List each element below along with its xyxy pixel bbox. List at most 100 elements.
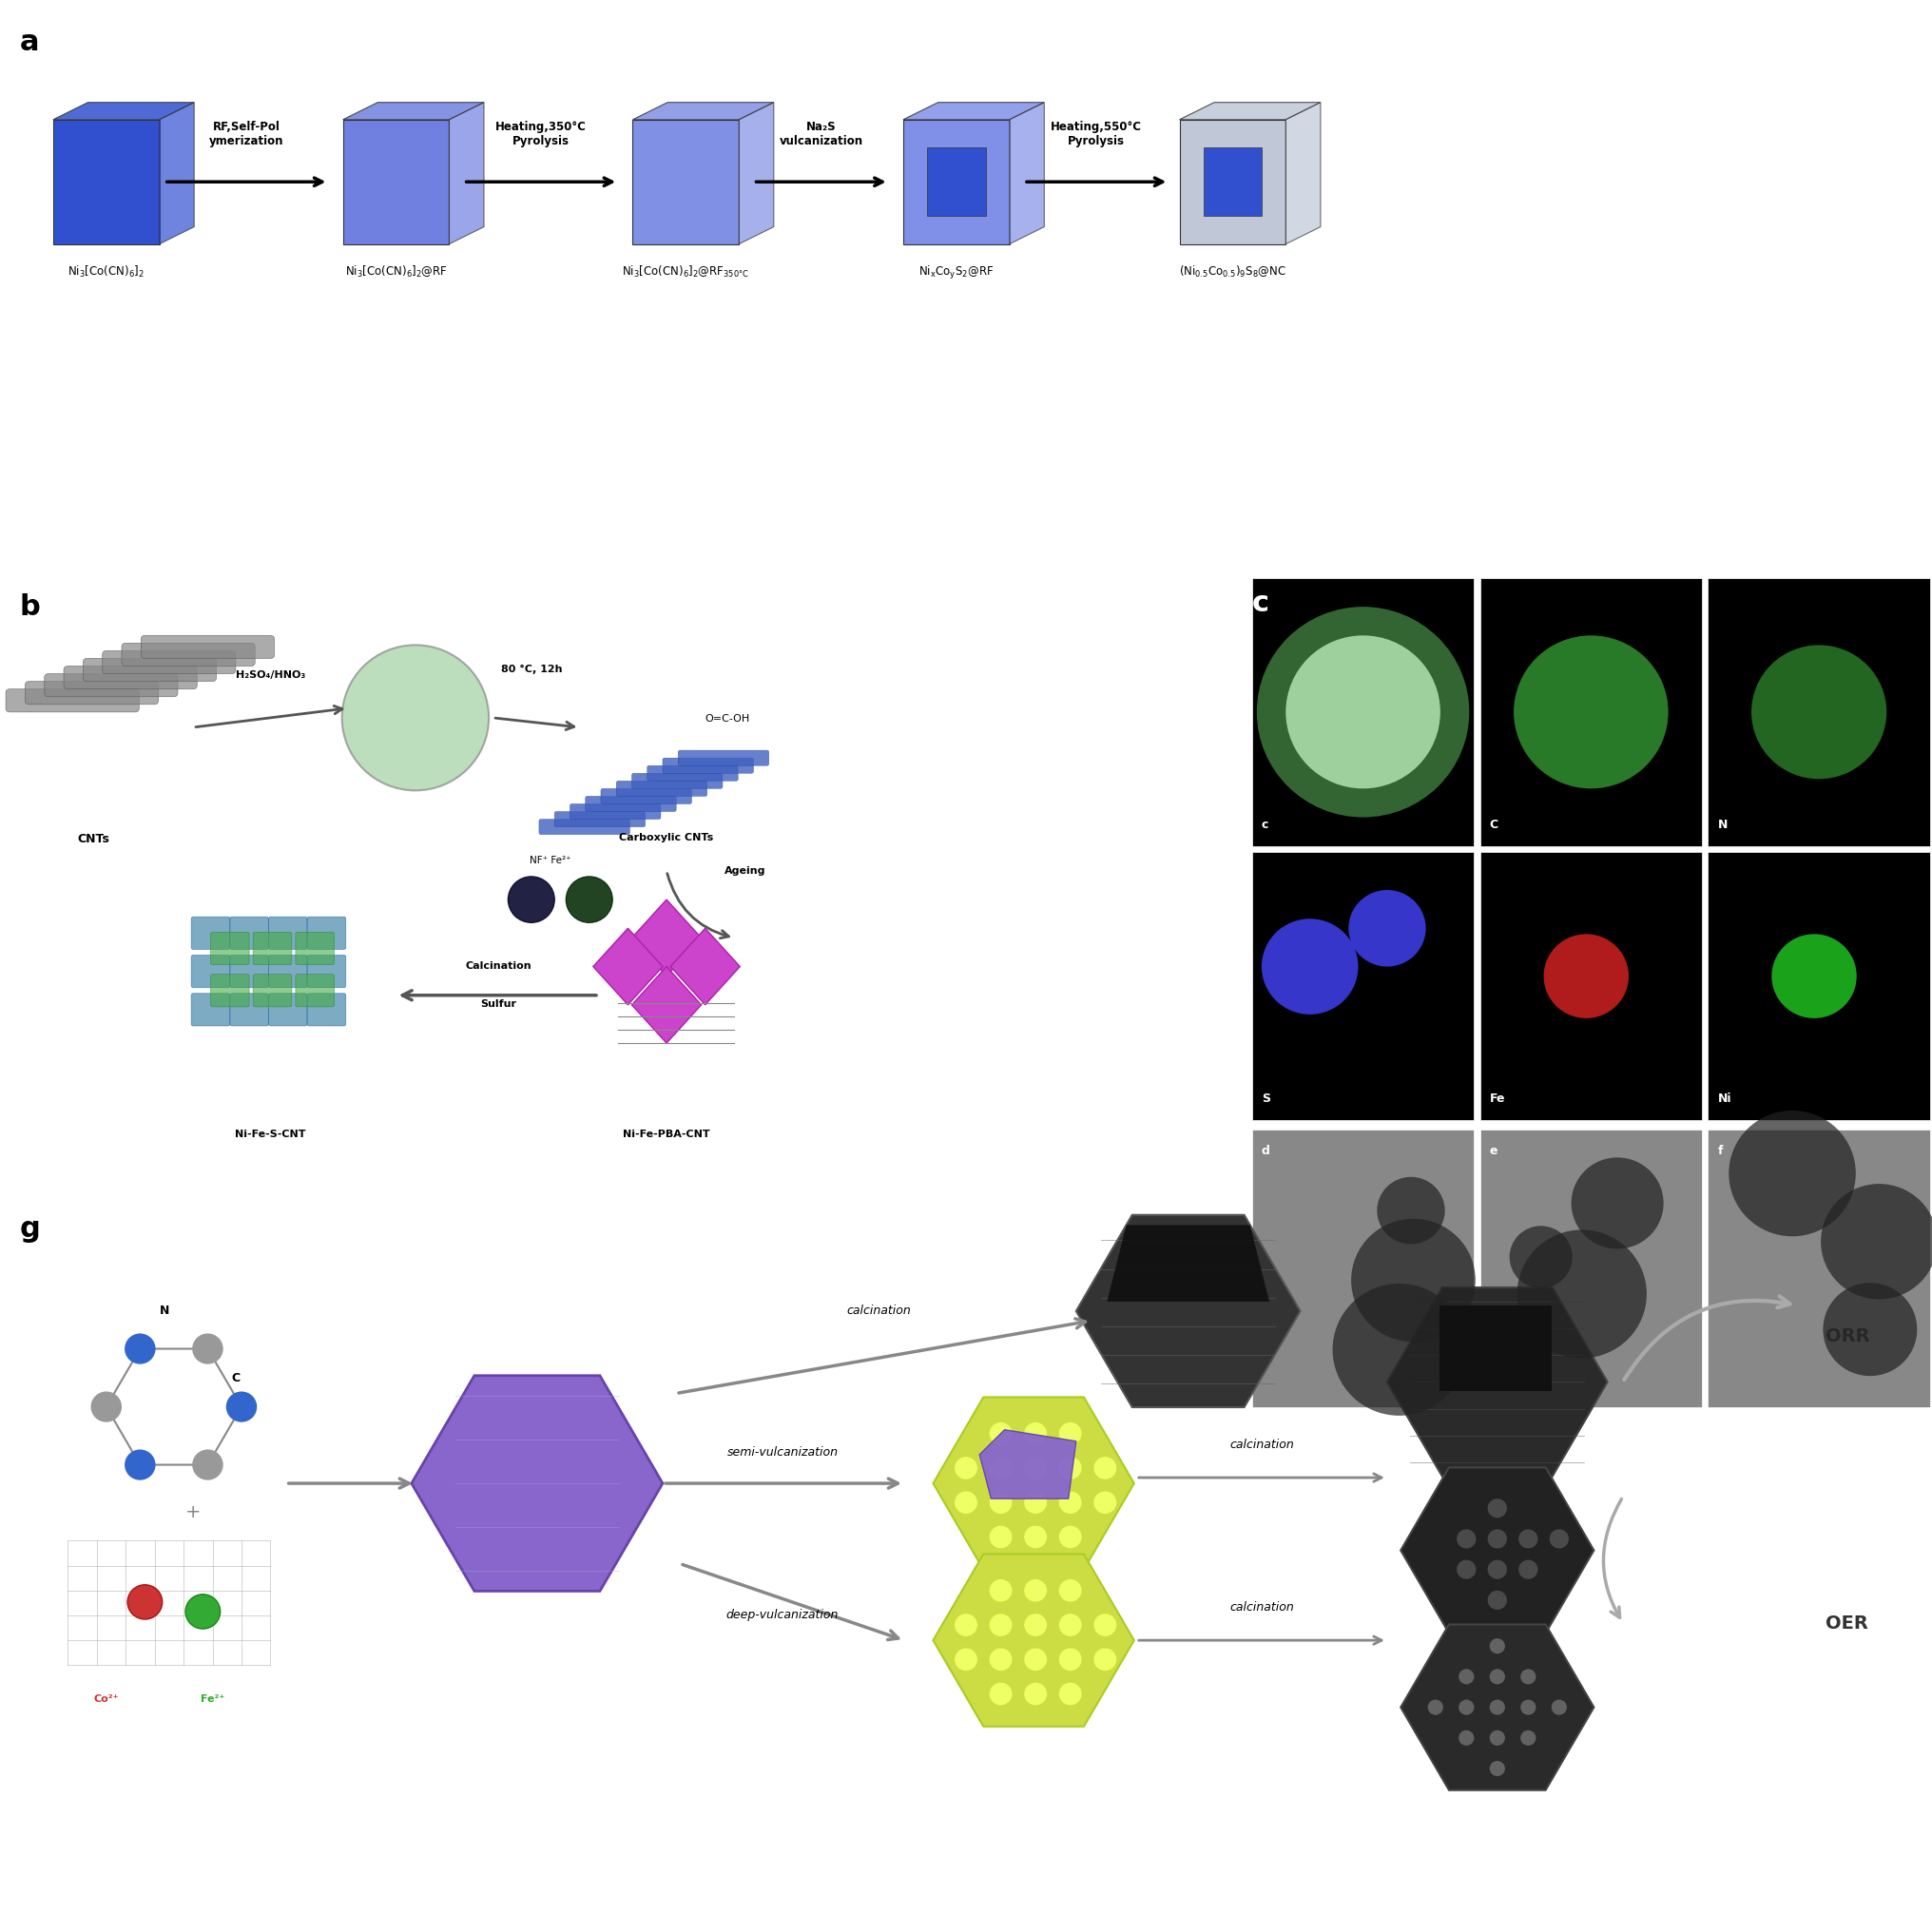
Text: a: a [19, 29, 39, 56]
Circle shape [1287, 635, 1439, 789]
FancyBboxPatch shape [64, 666, 197, 689]
FancyBboxPatch shape [253, 974, 292, 1007]
FancyBboxPatch shape [1252, 578, 1474, 846]
Text: $\mathregular{Ni_3[Co(CN)_6]_2}$: $\mathregular{Ni_3[Co(CN)_6]_2}$ [68, 264, 145, 279]
Text: f: f [1718, 1145, 1723, 1156]
FancyBboxPatch shape [211, 974, 249, 1007]
Text: Carboxylic CNTs: Carboxylic CNTs [620, 833, 713, 842]
Circle shape [1750, 645, 1886, 779]
Text: b: b [19, 593, 41, 620]
Circle shape [1488, 1499, 1507, 1518]
Circle shape [1459, 1730, 1474, 1746]
Text: Co²⁺: Co²⁺ [93, 1694, 120, 1703]
Circle shape [1059, 1614, 1082, 1636]
FancyBboxPatch shape [647, 766, 738, 781]
Circle shape [185, 1594, 220, 1629]
FancyBboxPatch shape [554, 812, 645, 827]
Circle shape [989, 1457, 1012, 1480]
Polygon shape [1076, 1215, 1300, 1407]
FancyBboxPatch shape [191, 993, 230, 1026]
Circle shape [1519, 1529, 1538, 1548]
Circle shape [1549, 1529, 1569, 1548]
Polygon shape [54, 101, 193, 119]
Circle shape [1488, 1591, 1507, 1610]
Circle shape [191, 1449, 222, 1480]
FancyBboxPatch shape [6, 689, 139, 712]
Text: Heating,550°C
Pyrolysis: Heating,550°C Pyrolysis [1051, 121, 1142, 147]
Circle shape [1094, 1648, 1117, 1671]
FancyBboxPatch shape [191, 917, 230, 949]
Text: C: C [232, 1372, 240, 1384]
FancyBboxPatch shape [1708, 852, 1930, 1120]
Circle shape [126, 1334, 156, 1365]
FancyBboxPatch shape [230, 993, 269, 1026]
Text: c: c [1262, 819, 1269, 831]
Circle shape [1094, 1491, 1117, 1514]
FancyBboxPatch shape [191, 955, 230, 988]
Circle shape [1459, 1700, 1474, 1715]
Circle shape [1024, 1682, 1047, 1705]
Circle shape [1517, 1231, 1646, 1359]
Text: Ni-Fe-PBA-CNT: Ni-Fe-PBA-CNT [622, 1129, 711, 1139]
Circle shape [989, 1682, 1012, 1705]
Text: Calcination: Calcination [466, 961, 531, 970]
Circle shape [954, 1491, 978, 1514]
Circle shape [1262, 919, 1358, 1014]
Circle shape [1488, 1560, 1507, 1579]
Text: Ni: Ni [1718, 1093, 1731, 1104]
Text: Heating,350°C
Pyrolysis: Heating,350°C Pyrolysis [495, 121, 587, 147]
Text: d: d [1262, 1145, 1269, 1156]
Circle shape [1551, 1700, 1567, 1715]
Circle shape [1024, 1457, 1047, 1480]
Circle shape [989, 1422, 1012, 1445]
Text: CNTs: CNTs [77, 833, 110, 844]
Text: ORR: ORR [1826, 1326, 1870, 1346]
Circle shape [91, 1391, 122, 1422]
Circle shape [1772, 934, 1857, 1018]
Circle shape [1490, 1638, 1505, 1654]
Text: RF,Self-Pol
ymerization: RF,Self-Pol ymerization [209, 121, 284, 147]
Circle shape [1490, 1669, 1505, 1684]
Text: semi-vulcanization: semi-vulcanization [726, 1447, 838, 1458]
Text: Fe: Fe [1490, 1093, 1505, 1104]
FancyBboxPatch shape [1480, 578, 1702, 846]
Circle shape [989, 1648, 1012, 1671]
Circle shape [1059, 1648, 1082, 1671]
Polygon shape [1401, 1468, 1594, 1633]
FancyBboxPatch shape [230, 955, 269, 988]
FancyBboxPatch shape [253, 932, 292, 965]
Circle shape [1488, 1529, 1507, 1548]
Polygon shape [933, 1554, 1134, 1726]
Polygon shape [1287, 101, 1321, 243]
Polygon shape [412, 1376, 663, 1591]
Polygon shape [1204, 147, 1262, 216]
Circle shape [1459, 1669, 1474, 1684]
Circle shape [1520, 1730, 1536, 1746]
Circle shape [1059, 1422, 1082, 1445]
Circle shape [989, 1491, 1012, 1514]
Circle shape [1024, 1491, 1047, 1514]
Polygon shape [632, 101, 773, 119]
Text: N: N [1718, 819, 1727, 831]
Text: C: C [1490, 819, 1497, 831]
Text: OER: OER [1826, 1614, 1868, 1633]
FancyBboxPatch shape [539, 819, 630, 835]
Polygon shape [1009, 101, 1043, 243]
FancyBboxPatch shape [570, 804, 661, 819]
Text: O=C-OH: O=C-OH [705, 714, 750, 723]
Circle shape [1520, 1669, 1536, 1684]
Circle shape [1059, 1682, 1082, 1705]
Circle shape [508, 877, 554, 923]
Circle shape [1059, 1579, 1082, 1602]
Polygon shape [933, 1397, 1134, 1569]
Text: calcination: calcination [1229, 1602, 1294, 1614]
Text: S: S [1262, 1093, 1269, 1104]
Circle shape [1490, 1730, 1505, 1746]
Circle shape [954, 1457, 978, 1480]
FancyBboxPatch shape [1708, 1129, 1930, 1407]
FancyBboxPatch shape [1252, 1129, 1474, 1407]
Text: Fe²⁺: Fe²⁺ [201, 1694, 224, 1703]
Circle shape [1509, 1225, 1573, 1288]
Polygon shape [632, 119, 738, 243]
Circle shape [1515, 635, 1669, 789]
